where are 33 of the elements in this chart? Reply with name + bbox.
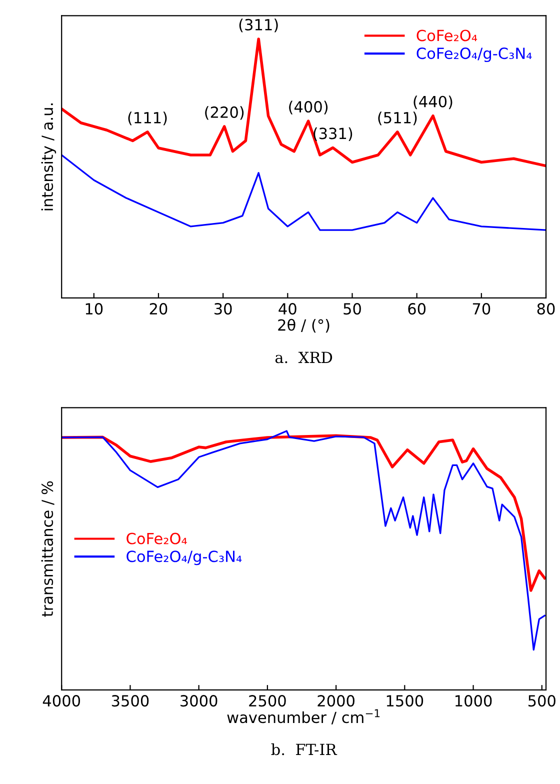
text: a. XRD <box>275 352 332 364</box>
annotation: (400) <box>289 100 328 114</box>
x-tick-label: 1500 <box>386 695 424 707</box>
x-tick-label: 40 <box>278 303 296 315</box>
annotation: (440) <box>414 96 452 110</box>
y-axis-title: intensity / a.u. <box>41 104 56 210</box>
annotation: (511) <box>378 112 417 126</box>
x-axis-title: wavenumber / cm$^{−1}$ <box>227 709 380 724</box>
annotation: (220) <box>205 106 244 120</box>
x-tick-label: 1000 <box>456 695 492 707</box>
x-tick-label: 3500 <box>112 695 149 707</box>
x-tick-label: 2500 <box>249 695 286 707</box>
x-tick-label: 50 <box>344 303 361 315</box>
x-tick-label: 80 <box>537 303 555 315</box>
x-axis-title: 2θ / (°) <box>278 318 330 333</box>
annotation: (331) <box>314 127 352 142</box>
x-tick-label: 2000 <box>318 695 354 707</box>
y-axis-title: transmittance / % <box>41 481 54 617</box>
x-tick-label: 30 <box>214 303 232 315</box>
legend-label: CoFe₂O₄ <box>126 532 187 544</box>
x-tick-label: 70 <box>472 303 490 315</box>
x-tick-label: 20 <box>150 303 168 315</box>
x-tick-label: 500 <box>528 695 556 707</box>
legend-label: CoFe₂O₄ <box>416 30 478 42</box>
x-tick-label: 4000 <box>42 695 80 707</box>
x-tick-label: 10 <box>86 303 103 315</box>
legend-label: CoFe₂O₄/g-C₃N₄ <box>416 48 532 62</box>
legend-label: CoFe₂O₄/g-C₃N₄ <box>126 550 242 566</box>
x-tick-label: 60 <box>408 303 426 315</box>
annotation: (311) <box>239 18 278 32</box>
annotation: (111) <box>128 112 167 126</box>
text: b. FT-IR <box>271 743 338 756</box>
x-tick-label: 3000 <box>180 695 218 707</box>
